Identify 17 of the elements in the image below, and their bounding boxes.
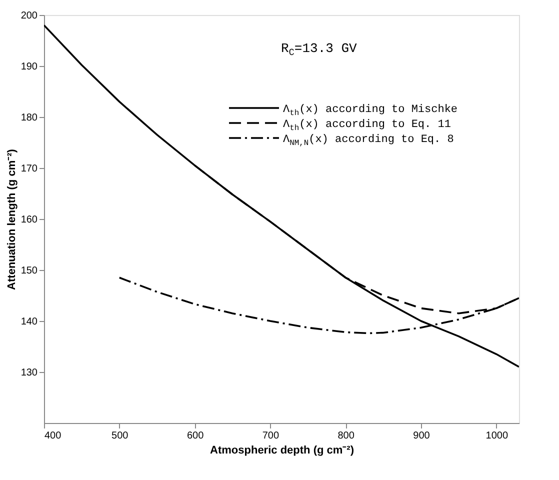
- y-tick-label: 190: [20, 62, 38, 72]
- y-tick-label: 180: [20, 112, 38, 124]
- x-tick-label: 1000: [486, 430, 508, 442]
- y-axis-title: Attenuation length (g cm⁻²): [6, 148, 18, 290]
- x-tick-label: 700: [262, 430, 280, 442]
- x-tick-label: 500: [112, 430, 129, 442]
- y-tick-label: 200: [20, 10, 38, 22]
- y-tick-label: 150: [20, 266, 38, 276]
- x-axis-title: Atmospheric depth (g cm⁻²): [210, 444, 354, 456]
- x-tick-label: 800: [338, 430, 355, 442]
- y-tick-label: 140: [20, 316, 38, 328]
- y-tick-label: 170: [20, 164, 38, 174]
- x-tick-label: 600: [186, 430, 204, 442]
- x-tick-label: 900: [413, 430, 430, 442]
- y-tick-label: 160: [20, 214, 38, 226]
- y-tick-label: 130: [20, 368, 38, 378]
- x-tick-label: 400: [44, 430, 62, 442]
